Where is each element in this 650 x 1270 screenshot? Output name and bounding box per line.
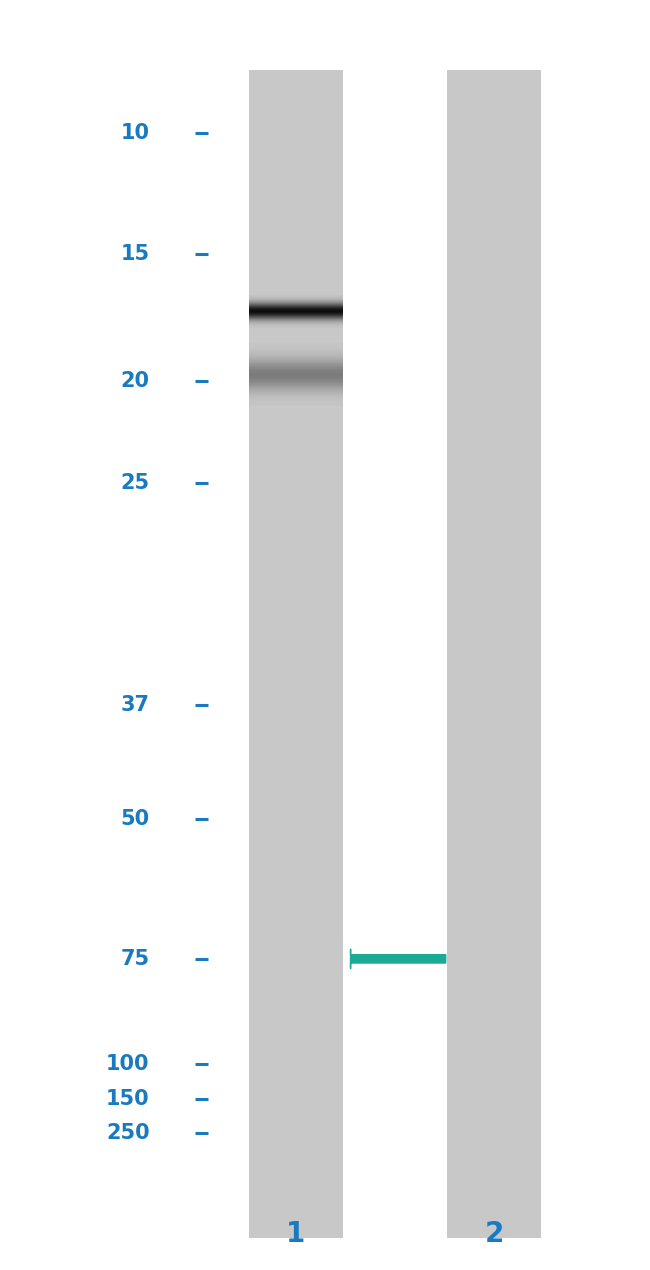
Text: 37: 37 <box>120 695 150 715</box>
Text: 50: 50 <box>120 809 150 829</box>
Text: 2: 2 <box>484 1220 504 1248</box>
Text: 150: 150 <box>106 1088 150 1109</box>
Bar <box>447 70 541 1238</box>
FancyArrowPatch shape <box>350 949 446 969</box>
Text: 20: 20 <box>120 371 150 391</box>
Text: 1: 1 <box>286 1220 306 1248</box>
Text: 25: 25 <box>120 472 150 493</box>
Text: 100: 100 <box>106 1054 150 1074</box>
Bar <box>248 70 343 1238</box>
Text: 250: 250 <box>106 1123 150 1143</box>
Text: 15: 15 <box>120 244 150 264</box>
Text: 75: 75 <box>120 949 150 969</box>
Text: 10: 10 <box>120 123 150 144</box>
